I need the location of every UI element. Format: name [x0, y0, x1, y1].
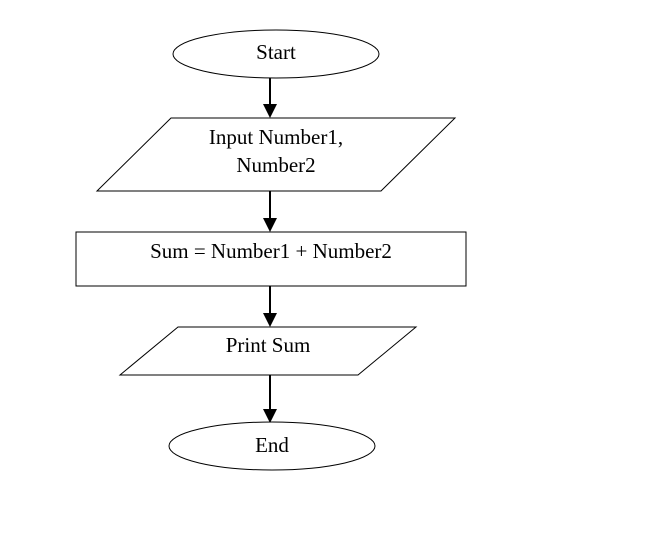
- process-node: Sum = Number1 + Number2: [75, 231, 467, 287]
- start-node: Start: [172, 29, 380, 79]
- output-node: Print Sum: [118, 326, 418, 376]
- arrowhead: [263, 313, 277, 327]
- connector-input-process: [263, 191, 277, 232]
- arrowhead: [263, 104, 277, 118]
- end-ellipse: [168, 421, 376, 471]
- connector-start-input: [263, 78, 277, 118]
- start-label: Start: [256, 40, 296, 64]
- start-ellipse: [172, 29, 380, 79]
- input-label-line1: Input Number1,: [209, 125, 343, 149]
- output-label: Print Sum: [226, 333, 311, 357]
- arrowhead: [263, 218, 277, 232]
- connector-process-output: [263, 286, 277, 327]
- process-rectangle: [75, 231, 467, 287]
- process-label: Sum = Number1 + Number2: [150, 239, 392, 263]
- input-label-line2: Number2: [236, 153, 315, 177]
- end-label: End: [255, 433, 289, 457]
- output-parallelogram: [118, 326, 418, 376]
- connector-output-end: [263, 375, 277, 423]
- input-node: Input Number1, Number2: [95, 117, 457, 192]
- input-parallelogram: [95, 117, 457, 192]
- arrowhead: [263, 409, 277, 423]
- end-node: End: [168, 421, 376, 471]
